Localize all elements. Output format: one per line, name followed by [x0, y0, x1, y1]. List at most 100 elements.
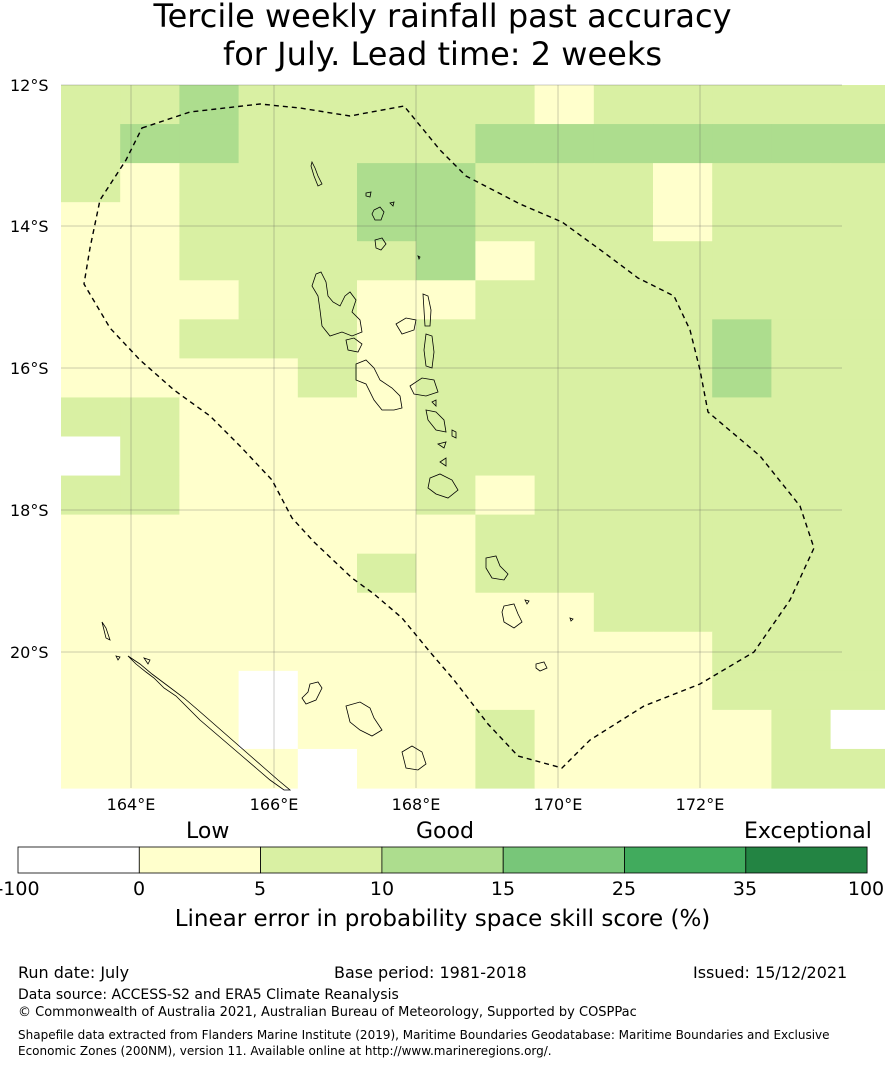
- skill-cell: [593, 553, 654, 594]
- skill-cell: [712, 319, 772, 359]
- skill-cell: [830, 514, 885, 555]
- skill-cell: [653, 631, 713, 672]
- skill-cell: [712, 85, 772, 125]
- skill-cell: [120, 670, 180, 711]
- category-low: Low: [186, 819, 230, 844]
- skill-cell: [357, 631, 417, 672]
- run-date: Run date: July: [18, 963, 130, 982]
- island: [524, 599, 530, 605]
- skill-cell: [593, 748, 654, 789]
- skill-cell: [179, 514, 240, 555]
- skill-cell: [653, 124, 713, 164]
- skill-cell: [475, 631, 536, 672]
- skill-cell: [297, 241, 358, 281]
- skill-cell: [830, 202, 885, 242]
- skill-cell: [297, 436, 358, 477]
- skill-cell: [61, 280, 121, 320]
- skill-cell: [771, 436, 832, 477]
- island: [569, 617, 574, 622]
- island: [345, 337, 363, 353]
- skill-cell: [357, 163, 417, 203]
- base-period: Base period: 1981-2018: [334, 963, 527, 982]
- skill-cell: [534, 241, 595, 281]
- island: [395, 317, 417, 335]
- skill-cell: [653, 553, 713, 594]
- skill-cell: [830, 319, 885, 359]
- skill-cell: [297, 163, 358, 203]
- skill-cell: [297, 670, 358, 711]
- lon-label: 170°E: [533, 795, 583, 814]
- skill-cell: [830, 748, 885, 789]
- lat-label: 14°S: [10, 217, 49, 236]
- colorbar-tick: 10: [369, 878, 395, 900]
- skill-cell: [830, 358, 885, 399]
- island: [437, 441, 447, 449]
- skill-cell: [830, 436, 885, 477]
- skill-cell: [475, 514, 536, 555]
- skill-cell: [61, 631, 121, 672]
- island: [423, 333, 435, 369]
- skill-cell: [475, 280, 536, 320]
- skill-cell: [712, 202, 772, 242]
- category-exceptional: Exceptional: [744, 819, 872, 844]
- skill-cell: [357, 85, 417, 125]
- island: [389, 201, 395, 207]
- skill-cell: [830, 280, 885, 320]
- skill-cell: [593, 163, 654, 203]
- island: [427, 473, 459, 499]
- skill-grid: [61, 85, 885, 789]
- skill-cell: [297, 397, 358, 438]
- colorbar-segment: [624, 846, 747, 874]
- skill-cell: [475, 124, 536, 164]
- skill-cell: [61, 358, 121, 399]
- skill-cell: [179, 241, 240, 281]
- skill-cell: [416, 241, 476, 281]
- island: [425, 409, 447, 433]
- skill-cell: [297, 358, 358, 399]
- skill-cell: [297, 124, 358, 164]
- skill-cell: [712, 397, 772, 438]
- skill-cell: [357, 397, 417, 438]
- shapefile-credit-1: Shapefile data extracted from Flanders M…: [18, 1028, 830, 1042]
- lon-label: 164°E: [106, 795, 156, 814]
- skill-cell: [712, 553, 772, 594]
- skill-cell: [179, 85, 240, 125]
- skill-cell: [297, 514, 358, 555]
- shapefile-credit-2: Economic Zones (200NM), version 11. Avai…: [18, 1044, 552, 1058]
- island: [311, 271, 363, 337]
- lat-label: 20°S: [10, 643, 49, 662]
- skill-cell: [297, 631, 358, 672]
- skill-cell: [593, 514, 654, 555]
- skill-cell: [771, 631, 832, 672]
- skill-cell: [653, 436, 713, 477]
- skill-cell: [179, 358, 240, 399]
- island: [417, 255, 421, 261]
- skill-cell: [179, 553, 240, 594]
- skill-cell: [653, 397, 713, 438]
- category-good: Good: [416, 819, 474, 844]
- skill-cell: [771, 592, 832, 633]
- graticule: [61, 84, 842, 788]
- skill-cell: [416, 163, 476, 203]
- skill-cell: [357, 436, 417, 477]
- skill-cell: [593, 397, 654, 438]
- colorbar-segment: [502, 846, 625, 874]
- skill-cell: [238, 592, 299, 633]
- island: [115, 655, 121, 661]
- island: [401, 745, 427, 771]
- skill-cell: [357, 319, 417, 359]
- colorbar-segment: [17, 846, 140, 874]
- skill-cell: [61, 436, 121, 477]
- skill-cell: [120, 709, 180, 750]
- skill-cell: [179, 709, 240, 750]
- skill-cell: [534, 592, 595, 633]
- skill-cell: [238, 241, 299, 281]
- skill-cell: [534, 202, 595, 242]
- title-line-1: Tercile weekly rainfall past accuracy: [153, 0, 732, 35]
- skill-cell: [238, 670, 299, 711]
- skill-cell: [712, 631, 772, 672]
- skill-cell: [416, 436, 476, 477]
- skill-cell: [61, 670, 121, 711]
- skill-cell: [416, 748, 476, 789]
- skill-cell: [771, 85, 832, 125]
